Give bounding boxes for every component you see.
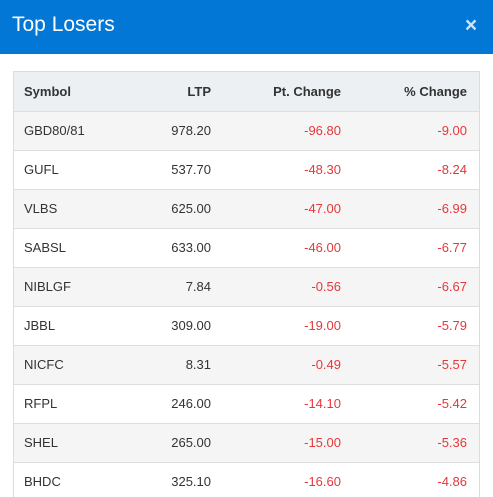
cell-pt-change: -19.00 [304,318,341,333]
cell-symbol[interactable]: BHDC [24,474,61,490]
cell-pct-change: -5.36 [437,435,467,450]
cell-pt-change: -0.49 [311,357,341,372]
dialog-title: Top Losers [12,13,115,36]
cell-ltp: 7.84 [185,279,211,294]
table-row[interactable]: GUFL 537.70 -48.30 -8.24 [14,150,479,189]
cell-ltp: 309.00 [171,318,211,333]
cell-pct-change: -6.99 [437,201,467,216]
table-row[interactable]: RFPL 246.00 -14.10 -5.42 [14,384,479,423]
cell-pt-change: -16.60 [304,474,341,490]
header-ltp[interactable]: LTP [187,83,211,99]
losers-table-container: Symbol LTP Pt. Change % Change GBD80/81 … [13,71,480,497]
table-row[interactable]: VLBS 625.00 -47.00 -6.99 [14,189,479,228]
table-header-row: Symbol LTP Pt. Change % Change [14,72,479,111]
cell-symbol[interactable]: SABSL [24,240,66,255]
cell-pct-change: -5.79 [437,318,467,333]
cell-ltp: 325.10 [171,474,211,490]
cell-ltp: 625.00 [171,201,211,216]
cell-symbol[interactable]: GUFL [24,162,59,177]
cell-pct-change: -6.67 [437,279,467,294]
cell-symbol[interactable]: NICFC [24,357,64,372]
table-body: GBD80/81 978.20 -96.80 -9.00 GUFL 537.70… [14,111,479,497]
cell-symbol[interactable]: VLBS [24,201,58,216]
table-row[interactable]: BHDC 325.10 -16.60 -4.86 [14,462,479,497]
cell-ltp: 978.20 [171,123,211,138]
dialog-header: Top Losers × [0,0,493,54]
losers-table: Symbol LTP Pt. Change % Change GBD80/81 … [14,72,479,497]
cell-ltp: 246.00 [171,396,211,411]
cell-symbol[interactable]: RFPL [24,396,58,411]
table-row[interactable]: JBBL 309.00 -19.00 -5.79 [14,306,479,345]
cell-symbol[interactable]: GBD80/81 [24,123,85,138]
cell-pt-change: -96.80 [304,123,341,138]
cell-pt-change: -15.00 [304,435,341,450]
cell-pt-change: -47.00 [304,201,341,216]
header-pt-change[interactable]: Pt. Change [273,83,341,99]
cell-pt-change: -0.56 [311,279,341,294]
header-pct-change[interactable]: % Change [404,83,467,99]
table-row[interactable]: SABSL 633.00 -46.00 -6.77 [14,228,479,267]
cell-symbol[interactable]: JBBL [24,318,56,333]
cell-pt-change: -14.10 [304,396,341,411]
close-icon[interactable]: × [464,14,478,37]
header-symbol[interactable]: Symbol [24,83,71,99]
cell-ltp: 537.70 [171,162,211,177]
cell-symbol[interactable]: SHEL [24,435,58,450]
cell-ltp: 265.00 [171,435,211,450]
table-row[interactable]: GBD80/81 978.20 -96.80 -9.00 [14,111,479,150]
cell-pct-change: -6.77 [437,240,467,255]
cell-ltp: 633.00 [171,240,211,255]
cell-ltp: 8.31 [185,357,211,372]
cell-pt-change: -48.30 [304,162,341,177]
cell-symbol[interactable]: NIBLGF [24,279,71,294]
table-row[interactable]: SHEL 265.00 -15.00 -5.36 [14,423,479,462]
cell-pct-change: -4.86 [437,474,467,490]
cell-pct-change: -5.42 [437,396,467,411]
cell-pct-change: -8.24 [437,162,467,177]
cell-pct-change: -5.57 [437,357,467,372]
table-header: Symbol LTP Pt. Change % Change [14,72,479,111]
cell-pt-change: -46.00 [304,240,341,255]
table-row[interactable]: NIBLGF 7.84 -0.56 -6.67 [14,267,479,306]
table-row[interactable]: NICFC 8.31 -0.49 -5.57 [14,345,479,384]
cell-pct-change: -9.00 [437,123,467,138]
